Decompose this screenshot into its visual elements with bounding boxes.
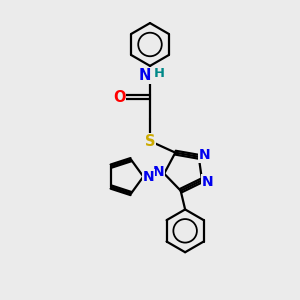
Text: H: H — [154, 68, 165, 80]
Text: N: N — [152, 165, 164, 179]
Text: O: O — [113, 90, 126, 105]
Text: N: N — [139, 68, 151, 83]
Text: N: N — [202, 175, 214, 189]
Text: N: N — [143, 169, 154, 184]
Text: S: S — [145, 134, 155, 148]
Text: N: N — [199, 148, 211, 162]
